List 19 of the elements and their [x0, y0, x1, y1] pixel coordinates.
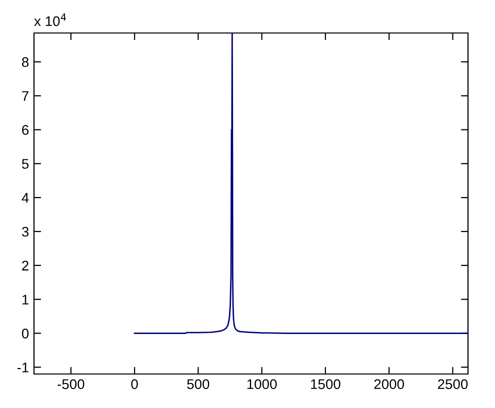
y-tick-label: 3: [22, 226, 29, 237]
y-tick-label: -1: [17, 362, 28, 372]
x-tick-label: 2000: [374, 379, 404, 390]
y-tick-label: 5: [22, 159, 29, 169]
x-tick-label: 1500: [311, 379, 340, 390]
x-tick-label: 0: [131, 379, 138, 390]
y-tick-label: 7: [22, 91, 28, 101]
x-tick-label: 1000: [247, 379, 277, 390]
x-tick-label: 2500: [438, 379, 468, 390]
line-series: [134, 33, 468, 334]
y-tick-label: 6: [22, 125, 29, 135]
y-tick-label: 4: [22, 193, 29, 203]
y-tick-label: 0: [22, 328, 29, 338]
text: x 10$^{4}$: [34, 14, 66, 26]
y-tick-label: 2: [22, 260, 28, 270]
x-tick-label: -500: [58, 379, 84, 390]
x-tick-label: 500: [187, 379, 210, 390]
y-tick-label: 1: [22, 294, 28, 304]
y-tick-label: 8: [22, 57, 29, 68]
